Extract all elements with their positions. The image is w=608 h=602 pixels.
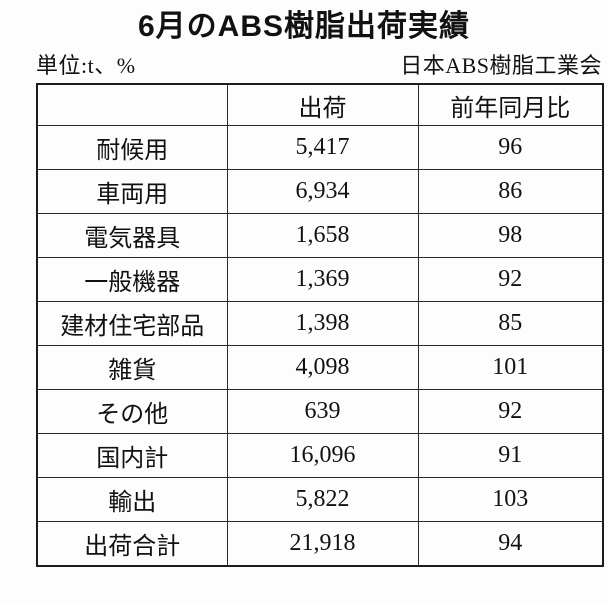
category-cell: 輸出 — [36, 477, 228, 522]
yoy-cell: 91 — [417, 433, 604, 478]
table-row: その他 639 92 — [36, 389, 604, 434]
yoy-cell: 92 — [417, 389, 604, 434]
organization-name: 日本ABS樹脂工業会 — [400, 53, 602, 78]
shipment-cell: 1,398 — [226, 301, 419, 346]
category-cell: 出荷合計 — [36, 521, 228, 567]
category-cell: その他 — [36, 389, 228, 434]
category-cell: 国内計 — [36, 433, 228, 478]
shipment-cell: 1,369 — [226, 257, 419, 302]
header-shipment: 出荷 — [226, 83, 419, 126]
table-row: 国内計 16,096 91 — [36, 433, 604, 478]
shipment-cell: 1,658 — [226, 213, 419, 258]
table-row: 耐候用 5,417 96 — [36, 125, 604, 170]
yoy-cell: 92 — [417, 257, 604, 302]
yoy-cell: 101 — [417, 345, 604, 390]
table-row: 建材住宅部品 1,398 85 — [36, 301, 604, 346]
yoy-cell: 86 — [417, 169, 604, 214]
category-cell: 耐候用 — [36, 125, 228, 170]
table-row: 一般機器 1,369 92 — [36, 257, 604, 302]
table-row: 車両用 6,934 86 — [36, 169, 604, 214]
category-cell: 建材住宅部品 — [36, 301, 228, 346]
yoy-cell: 94 — [417, 521, 604, 567]
meta-row: 単位:t、% 日本ABS樹脂工業会 — [36, 53, 602, 79]
shipment-cell: 639 — [226, 389, 419, 434]
category-cell: 車両用 — [36, 169, 228, 214]
shipment-cell: 16,096 — [226, 433, 419, 478]
shipment-cell: 21,918 — [226, 521, 419, 567]
yoy-cell: 85 — [417, 301, 604, 346]
table-row: 出荷合計 21,918 94 — [36, 521, 604, 567]
unit-note: 単位:t、% — [36, 53, 136, 78]
category-cell: 雑貨 — [36, 345, 228, 390]
table-row: 雑貨 4,098 101 — [36, 345, 604, 390]
table-row: 輸出 5,822 103 — [36, 477, 604, 522]
shipment-cell: 5,417 — [226, 125, 419, 170]
shipment-cell: 6,934 — [226, 169, 419, 214]
header-row: 出荷 前年同月比 — [36, 83, 604, 126]
yoy-cell: 103 — [417, 477, 604, 522]
page-title: 6月のABS樹脂出荷実績 — [137, 10, 471, 43]
table-row: 電気器具 1,658 98 — [36, 213, 604, 258]
shipment-cell: 5,822 — [226, 477, 419, 522]
yoy-cell: 96 — [417, 125, 604, 170]
header-yoy: 前年同月比 — [417, 83, 604, 126]
category-cell: 一般機器 — [36, 257, 228, 302]
shipment-table: 出荷 前年同月比 耐候用 5,417 96 車両用 6,934 86 電気器具 … — [36, 83, 604, 567]
header-category — [36, 83, 228, 126]
shipment-cell: 4,098 — [226, 345, 419, 390]
yoy-cell: 98 — [417, 213, 604, 258]
category-cell: 電気器具 — [36, 213, 228, 258]
